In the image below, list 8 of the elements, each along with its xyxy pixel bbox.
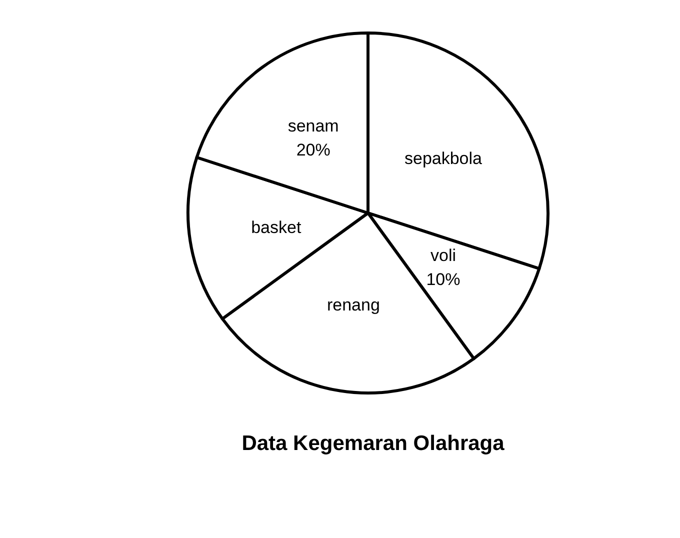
- data-label: 20%: [296, 140, 330, 160]
- slice-label: sepakbola: [404, 148, 483, 168]
- slice-label: renang: [326, 295, 380, 314]
- slice-label: basket: [251, 218, 302, 238]
- data-label: 10%: [426, 270, 460, 290]
- text: Data Kegemaran Olahraga: [242, 432, 505, 455]
- slice-label: senam: [288, 116, 339, 136]
- slice-label: voli: [430, 246, 456, 266]
